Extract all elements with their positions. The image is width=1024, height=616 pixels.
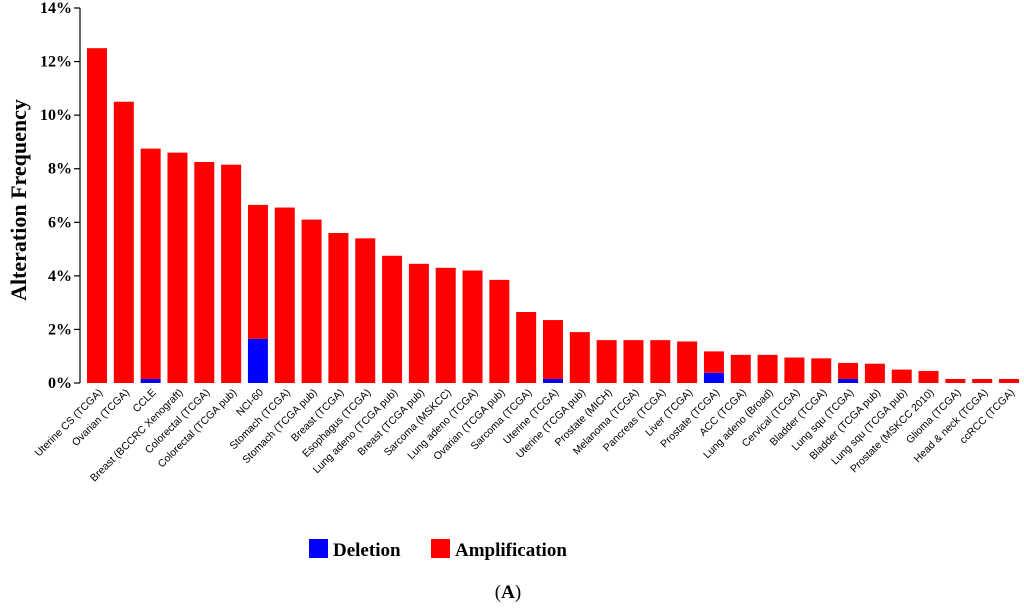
bar-amplification: [945, 378, 966, 383]
bar-deletion: [543, 378, 563, 383]
bar-deletion: [703, 372, 724, 383]
y-tick-label: 6%: [48, 214, 72, 231]
bar-amplification: [811, 358, 832, 383]
y-tick-label: 0%: [48, 375, 72, 392]
bar-amplification: [355, 238, 376, 383]
bar-amplification: [569, 332, 590, 383]
bar-amplification: [838, 362, 859, 379]
bar-amplification: [462, 270, 483, 383]
legend-label-deletion: Deletion: [333, 540, 401, 561]
y-tick-label: 10%: [40, 107, 72, 124]
bar-amplification: [489, 279, 510, 384]
bar-amplification: [650, 340, 671, 383]
bar-amplification: [328, 233, 349, 383]
bar-amplification: [730, 354, 751, 384]
y-tick-label: 12%: [40, 54, 72, 71]
bar-amplification: [87, 48, 107, 384]
y-axis: 0% 2% 4% 6% 8% 10% 12% 14%: [40, 0, 81, 392]
bar-amplification: [382, 255, 403, 383]
bar-amplification: [274, 207, 295, 383]
y-tick-label: 4%: [48, 268, 72, 285]
bar-amplification: [972, 378, 993, 383]
bar-amplification: [221, 164, 242, 383]
y-axis-label: Alteration Frequency: [6, 99, 31, 301]
bar-amplification: [113, 101, 134, 383]
x-axis-tick-labels: Uterine CS (TCGA)Ovarian (TCGA)CCLEBreas…: [33, 387, 1017, 485]
bar-amplification: [677, 341, 698, 383]
bar-amplification: [543, 320, 563, 379]
bar-amplification: [301, 219, 322, 383]
bar-amplification: [140, 148, 161, 379]
bar-amplification: [435, 267, 456, 383]
bar-amplification: [999, 378, 1019, 383]
y-tick-label: 14%: [40, 0, 72, 17]
y-tick-label: 8%: [48, 161, 72, 178]
bar-deletion: [140, 378, 161, 383]
bar-amplification: [891, 369, 912, 383]
bar-amplification: [194, 162, 215, 383]
bar-amplification: [516, 312, 537, 383]
legend: Deletion Amplification: [309, 539, 567, 561]
legend-swatch-deletion: [309, 539, 328, 558]
bar-amplification: [703, 351, 724, 373]
bar-amplification: [167, 152, 188, 383]
bar-amplification: [596, 340, 617, 383]
legend-swatch-amplification: [431, 539, 450, 558]
bar-amplification: [623, 340, 644, 383]
legend-label-amplification: Amplification: [455, 540, 567, 561]
bar-amplification: [408, 263, 429, 383]
bar-amplification: [918, 370, 939, 383]
bar-amplification: [864, 363, 885, 383]
y-tick-label: 2%: [48, 321, 72, 338]
bar-amplification: [784, 357, 805, 383]
bar-amplification: [247, 204, 268, 339]
bar-deletion: [838, 378, 859, 383]
bar-deletion: [247, 338, 268, 383]
bar-amplification: [757, 354, 778, 384]
bars: [87, 48, 1019, 384]
panel-label: (A): [495, 582, 521, 603]
